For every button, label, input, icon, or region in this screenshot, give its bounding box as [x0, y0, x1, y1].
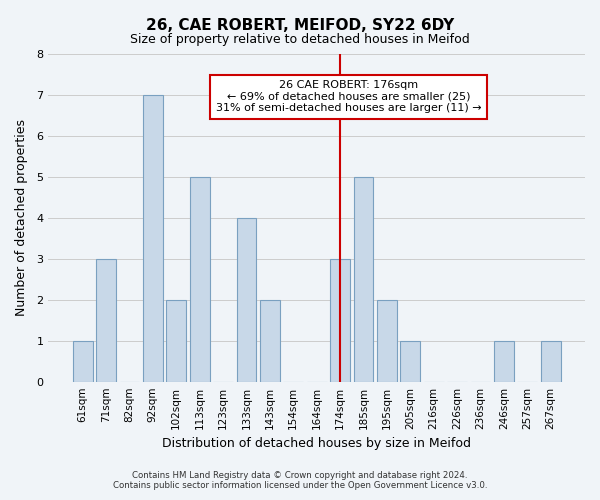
X-axis label: Distribution of detached houses by size in Meifod: Distribution of detached houses by size …	[162, 437, 471, 450]
Text: 26 CAE ROBERT: 176sqm
← 69% of detached houses are smaller (25)
31% of semi-deta: 26 CAE ROBERT: 176sqm ← 69% of detached …	[216, 80, 482, 114]
Bar	[377, 300, 397, 382]
Y-axis label: Number of detached properties: Number of detached properties	[15, 120, 28, 316]
Bar	[166, 300, 186, 382]
Bar	[73, 340, 92, 382]
Bar	[541, 340, 560, 382]
Bar	[260, 300, 280, 382]
Text: Size of property relative to detached houses in Meifod: Size of property relative to detached ho…	[130, 32, 470, 46]
Bar	[96, 259, 116, 382]
Bar	[236, 218, 256, 382]
Text: 26, CAE ROBERT, MEIFOD, SY22 6DY: 26, CAE ROBERT, MEIFOD, SY22 6DY	[146, 18, 454, 32]
Bar	[400, 340, 420, 382]
Bar	[190, 177, 209, 382]
Text: Contains HM Land Registry data © Crown copyright and database right 2024.
Contai: Contains HM Land Registry data © Crown c…	[113, 470, 487, 490]
Bar	[353, 177, 373, 382]
Bar	[494, 340, 514, 382]
Bar	[330, 259, 350, 382]
Bar	[143, 95, 163, 382]
